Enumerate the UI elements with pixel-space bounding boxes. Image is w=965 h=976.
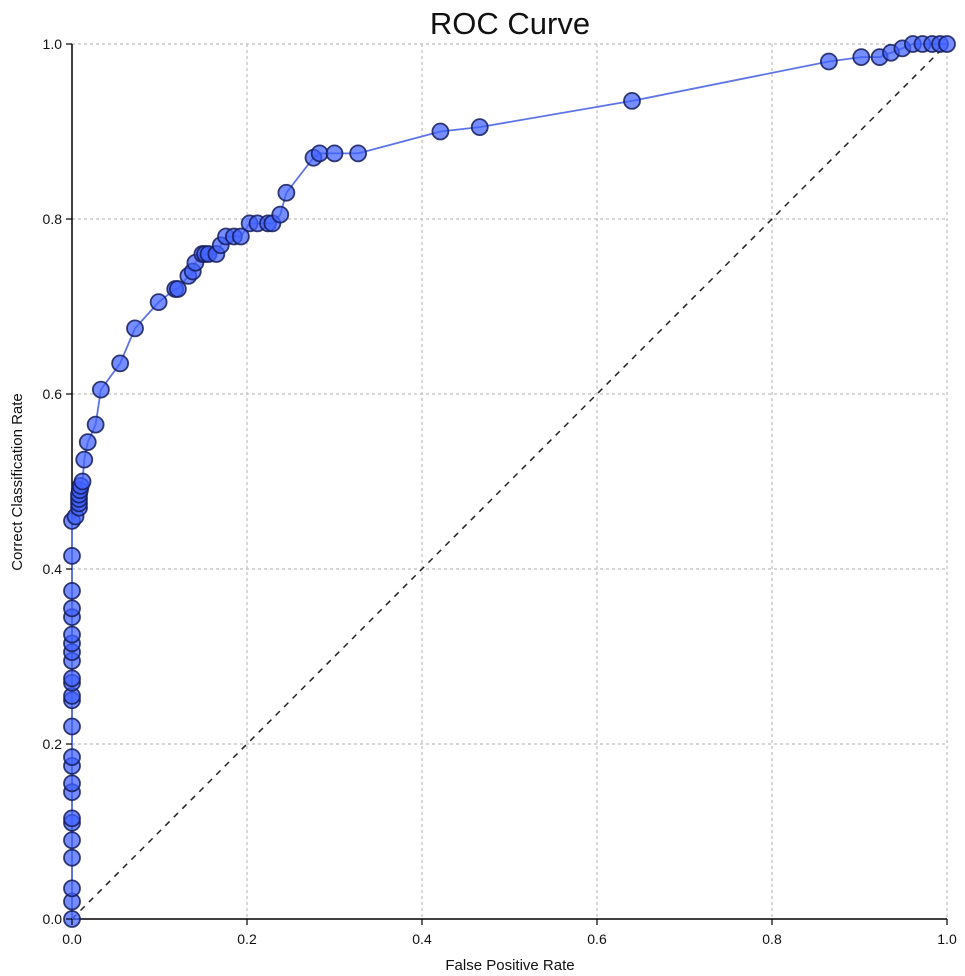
roc-point [349, 144, 368, 163]
roc-point [63, 748, 81, 767]
x-ticks: 0.0 0.2 0.4 0.6 0.8 1.0 [62, 919, 957, 947]
y-ticks: 0.0 0.2 0.4 0.6 0.8 1.0 [43, 36, 72, 927]
y-axis-label: Correct Classification Rate [9, 393, 26, 571]
y-tick-label: 0.6 [43, 386, 63, 402]
x-tick-label: 0.0 [62, 931, 82, 947]
grid-layer [72, 43, 948, 919]
x-tick-label: 0.6 [587, 931, 607, 947]
y-tick-label: 0.4 [43, 561, 63, 577]
roc-point [470, 118, 489, 137]
roc-point [126, 319, 144, 338]
roc-point [431, 122, 450, 141]
roc-point [111, 354, 130, 373]
roc-point [231, 227, 250, 246]
y-tick-label: 1.0 [43, 36, 63, 52]
roc-point [78, 433, 97, 452]
roc-point [63, 848, 81, 867]
roc-point [149, 293, 168, 312]
x-tick-label: 0.8 [762, 931, 782, 947]
roc-point [63, 625, 81, 644]
reference-layer [71, 43, 948, 920]
roc-point [63, 774, 81, 793]
roc-point [938, 35, 956, 53]
roc-point [63, 599, 81, 618]
chart-title: ROC Curve [430, 6, 590, 41]
roc-point [271, 205, 290, 224]
roc-point [623, 91, 641, 110]
y-tick-label: 0.8 [43, 211, 63, 227]
roc-point [86, 415, 105, 434]
points-layer [63, 35, 956, 928]
roc-point [63, 831, 81, 850]
roc-point [63, 669, 81, 688]
roc-point [75, 450, 94, 469]
reference-diagonal [71, 43, 948, 920]
y-tick-label: 0.0 [43, 911, 63, 927]
roc-point [63, 879, 81, 898]
roc-point [819, 52, 838, 71]
roc-point [277, 183, 296, 202]
roc-point [63, 717, 81, 736]
roc-point [63, 546, 81, 565]
roc-point [91, 380, 110, 399]
roc-point [852, 48, 871, 67]
roc-point [73, 472, 92, 491]
y-tick-label: 0.2 [43, 736, 63, 752]
x-tick-label: 0.4 [412, 931, 432, 947]
roc-point [63, 581, 81, 600]
x-tick-label: 1.0 [937, 931, 957, 947]
roc-point [63, 809, 81, 828]
x-tick-label: 0.2 [237, 931, 257, 947]
x-axis-label: False Positive Rate [445, 957, 574, 974]
roc-point [310, 144, 329, 163]
roc-point [168, 280, 187, 298]
roc-point [325, 144, 344, 163]
